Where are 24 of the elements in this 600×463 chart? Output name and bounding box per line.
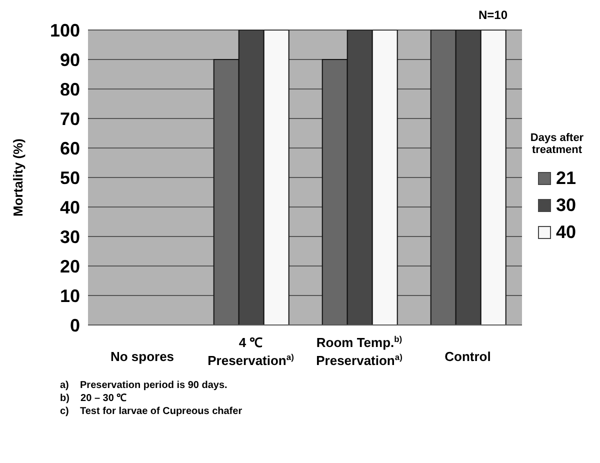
- y-tick-label: 90: [60, 50, 80, 70]
- x-tick-label: No spores: [110, 349, 174, 364]
- y-tick-label: 60: [60, 138, 80, 158]
- x-tick-label: Room Temp.$^{b)}$ Preservation$^{a)}$: [316, 334, 403, 368]
- text: a) Preservation period is 90 days.: [60, 379, 228, 392]
- y-tick-label: 100: [50, 20, 80, 40]
- text: c) Test for larvae of Cupreous chafer: [60, 405, 244, 418]
- legend-label: 30: [556, 195, 576, 216]
- y-tick-label: 0: [70, 315, 80, 336]
- legend-title: Days after treatment: [529, 132, 585, 156]
- text: b) 20 – 30 ℃: [60, 392, 128, 405]
- text: N=10: [477, 8, 509, 22]
- y-tick-label: 70: [60, 108, 80, 129]
- y-tick-label: 10: [60, 286, 80, 306]
- y-tick-label: 20: [60, 256, 80, 276]
- y-tick-label: 50: [60, 168, 80, 188]
- legend-label: 40: [556, 222, 576, 243]
- y-tick-label: 80: [60, 79, 80, 100]
- x-tick-label: 4 ℃ Preservation$^{a)}$: [208, 335, 294, 368]
- x-tick-label: Control: [444, 349, 491, 364]
- y-tick-label: 30: [60, 226, 80, 247]
- y-tick-label: 40: [60, 197, 80, 218]
- legend-label: 21: [556, 168, 576, 189]
- y-axis-title: Mortality (%): [10, 138, 26, 216]
